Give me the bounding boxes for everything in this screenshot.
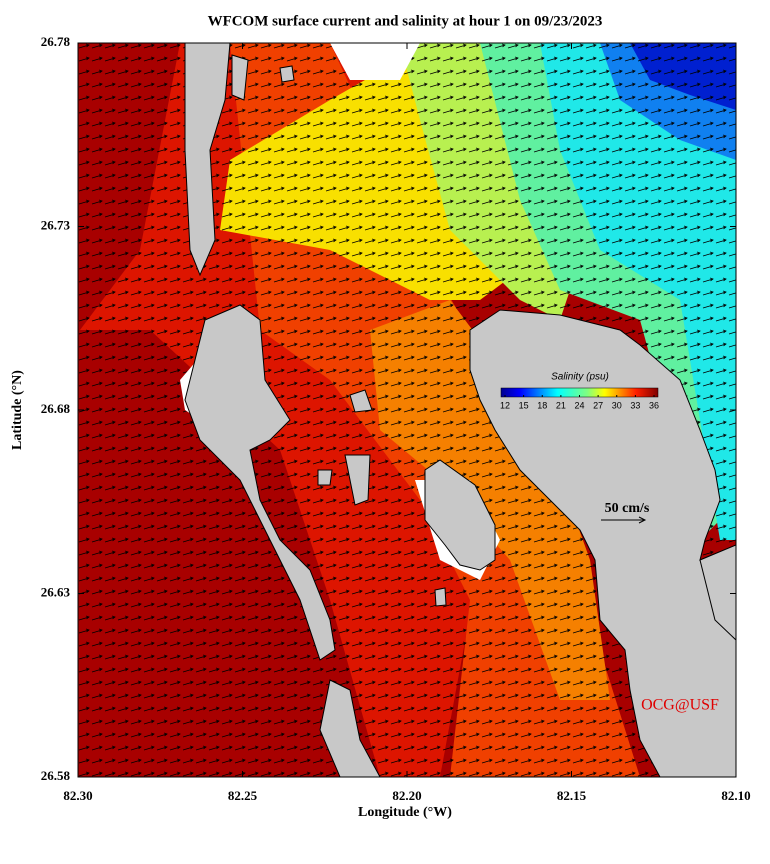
y-tick-label: 26.73 bbox=[41, 217, 71, 232]
colorbar-tick-label: 12 bbox=[500, 400, 510, 410]
y-tick-label: 26.78 bbox=[41, 34, 71, 49]
salinity-field bbox=[78, 43, 736, 777]
colorbar-tick-label: 30 bbox=[612, 400, 622, 410]
y-tick-label: 26.58 bbox=[41, 768, 71, 783]
x-tick-label: 82.10 bbox=[721, 788, 750, 803]
land bbox=[184, 43, 736, 777]
x-tick-label: 82.15 bbox=[557, 788, 587, 803]
scale-label: 50 cm/s bbox=[605, 501, 650, 516]
x-tick-label: 82.25 bbox=[228, 788, 258, 803]
colorbar-title: Salinity (psu) bbox=[551, 372, 609, 383]
colorbar-tick-label: 21 bbox=[556, 400, 566, 410]
x-axis-label: Longitude (°W) bbox=[358, 805, 452, 820]
colorbar-tick-label: 15 bbox=[519, 400, 529, 410]
colorbar-tick-label: 33 bbox=[630, 400, 640, 410]
scale-arrow-head bbox=[638, 516, 647, 524]
y-tick-label: 26.63 bbox=[41, 584, 71, 599]
x-tick-label: 82.30 bbox=[63, 788, 92, 803]
credit: OCG@USF bbox=[641, 697, 719, 714]
colorbar-tick-label: 24 bbox=[574, 400, 584, 410]
y-tick-label: 26.68 bbox=[41, 401, 71, 416]
colorbar-tick-label: 27 bbox=[593, 400, 603, 410]
colorbar-tick-label: 18 bbox=[537, 400, 547, 410]
y-axis-label: Latitude (°N) bbox=[10, 370, 25, 450]
x-tick-label: 82.20 bbox=[392, 788, 421, 803]
map-title: WFCOM surface current and salinity at ho… bbox=[208, 13, 603, 29]
colorbar-tick-label: 36 bbox=[649, 400, 659, 410]
